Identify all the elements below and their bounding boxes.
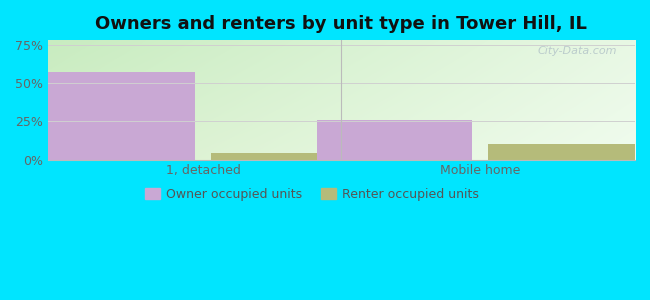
Bar <box>317 120 472 160</box>
Legend: Owner occupied units, Renter occupied units: Owner occupied units, Renter occupied un… <box>140 183 484 206</box>
Bar <box>211 154 367 160</box>
Title: Owners and renters by unit type in Tower Hill, IL: Owners and renters by unit type in Tower… <box>96 15 588 33</box>
Bar <box>488 144 644 160</box>
Text: City-Data.com: City-Data.com <box>538 46 617 56</box>
Bar <box>40 72 194 160</box>
